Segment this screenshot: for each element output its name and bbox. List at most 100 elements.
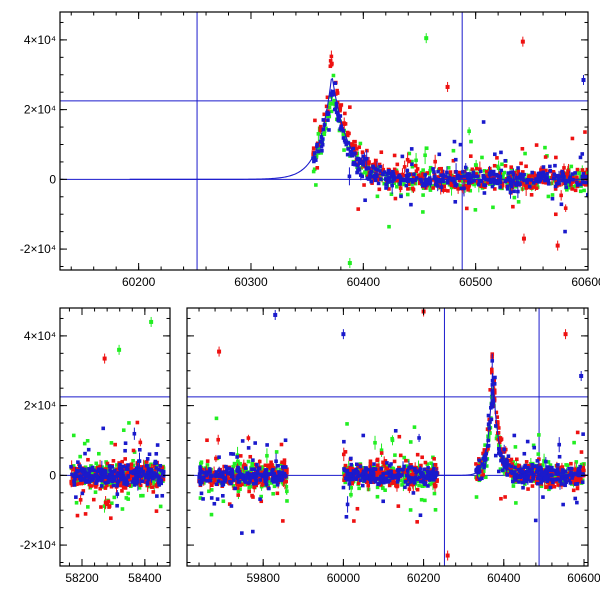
data-point [404,173,409,178]
data-point [213,473,218,477]
data-point [233,471,237,476]
data-point [474,468,478,473]
data-point [409,465,414,470]
data-point [80,491,85,496]
data-point [199,461,203,466]
data-point [534,143,539,147]
data-point [555,181,560,186]
data-point [471,170,476,175]
data-point [387,483,392,488]
data-point [569,470,573,475]
data-point [402,477,406,481]
data-point [270,469,274,474]
data-point [269,460,273,465]
data-point [412,172,416,177]
data-point [263,479,268,483]
data-point [250,463,254,467]
data-point [368,465,372,469]
data-point [564,172,569,177]
data-point [107,464,112,468]
data-point [378,169,382,173]
data-point [410,482,414,487]
data-point [573,171,577,175]
data-point [402,173,407,178]
data-point [516,189,520,194]
data-point [226,477,231,481]
data-point [579,462,584,467]
data-point [102,468,107,473]
data-point [338,108,342,113]
outlier-point [117,347,122,352]
data-point [586,175,588,179]
data-point [489,402,494,407]
data-point [423,460,428,465]
data-point [563,206,568,210]
data-point [345,133,350,138]
data-point [581,432,585,436]
data-point [361,433,366,438]
data-point [364,471,368,475]
data-point [561,175,566,179]
data-point [270,463,274,467]
data-point [571,184,576,189]
data-point [498,436,503,440]
data-point [573,476,578,481]
data-point [490,389,495,393]
data-point [326,118,330,122]
data-point [120,459,125,464]
data-point [563,469,568,474]
data-point [373,479,378,484]
data-point [138,440,143,445]
axes-frame [186,307,589,567]
data-point [566,169,570,173]
data-point [121,474,126,478]
y-tick-label: -2×10⁴ [20,242,56,256]
x-tick-label: 60000 [327,571,361,585]
data-point [85,438,90,443]
data-point [132,479,137,484]
data-point [432,174,437,179]
data-point [536,452,541,456]
data-point [236,489,241,493]
data-point [155,494,159,498]
data-point [407,151,412,156]
data-point [126,469,131,473]
x-tick-label: 60400 [347,275,381,289]
data-point [235,455,239,459]
data-point [398,186,403,190]
data-point [373,165,378,169]
data-point [151,472,155,477]
data-point [428,176,432,180]
data-point [379,177,383,181]
data-point [348,149,353,154]
data-point [133,476,138,481]
data-point [492,172,497,177]
data-point [497,180,502,185]
data-point [514,501,518,505]
data-point [346,147,350,151]
top-panel: 60200 60300 60400 60500 60600 -2×10⁴ 0 2×10⁴ 4×1… [20,11,600,289]
data-point [114,467,119,472]
data-point [398,175,403,179]
data-point [108,474,112,478]
data-point [313,118,317,123]
data-point [97,451,101,456]
data-point [448,170,453,174]
data-point [137,447,142,452]
data-point [253,474,258,479]
data-point [76,460,80,464]
data-point [83,467,87,472]
data-point [410,162,414,167]
data-point [397,434,402,439]
data-point [467,129,471,134]
data-point [368,475,373,480]
data-point [331,73,336,78]
data-point [347,482,352,486]
data-point [498,438,503,442]
outlier-point [520,39,525,44]
data-point [418,513,423,518]
data-point [134,474,138,479]
data-point [486,447,490,451]
data-point [432,457,436,461]
data-point [523,183,527,187]
